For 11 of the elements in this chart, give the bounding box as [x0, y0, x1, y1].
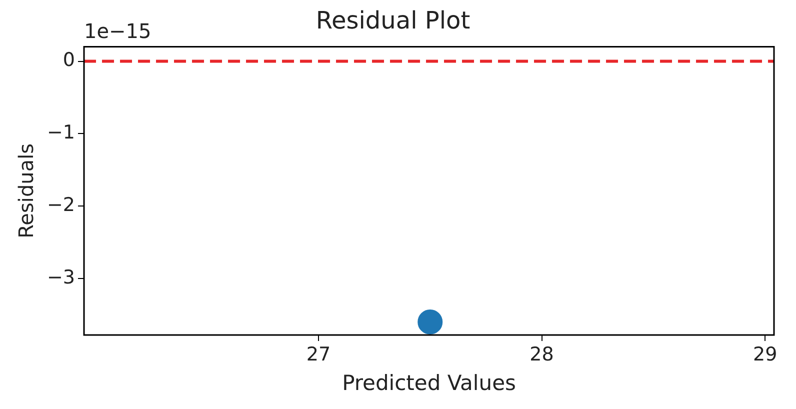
- y-tick-label: −1: [46, 122, 76, 144]
- x-tick-label: 29: [752, 343, 778, 366]
- text: 1e−15: [84, 19, 152, 44]
- x-tick-label: 27: [306, 343, 331, 366]
- y-axis-title: Residuals: [14, 143, 38, 238]
- y-tick-label: 0: [62, 49, 76, 72]
- x-axis-title: Predicted Values: [342, 370, 516, 395]
- x-tick-label: 28: [530, 343, 554, 366]
- y-tick-label: −3: [46, 266, 76, 288]
- y-tick-label: −2: [46, 194, 76, 216]
- chart-title: Residual Plot: [316, 6, 470, 35]
